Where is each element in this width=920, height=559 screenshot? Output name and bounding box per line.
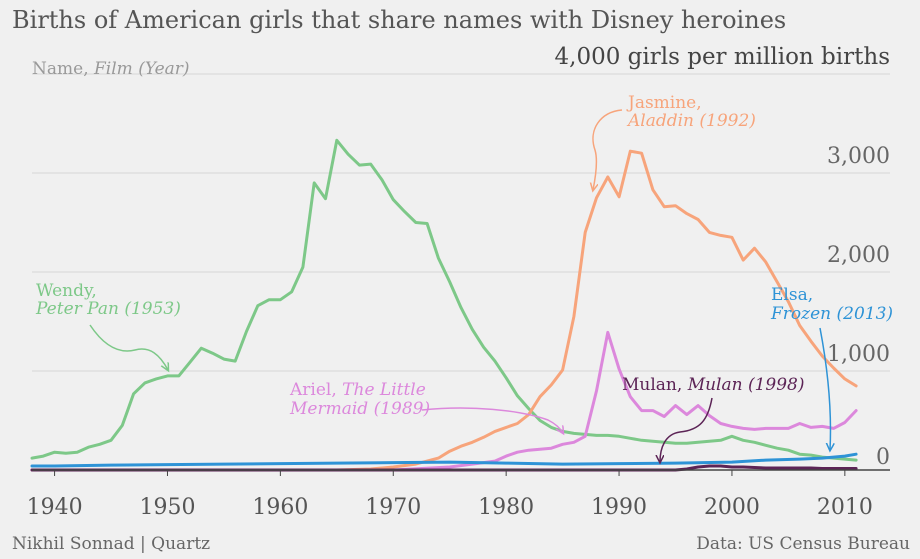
arrow-elsa <box>819 327 831 450</box>
series-line-elsa <box>30 452 858 468</box>
series-lines <box>30 138 858 472</box>
arrow-ariel <box>421 407 563 433</box>
x-tick-labels: 1940 1950 1960 1970 1980 1990 2000 2010 <box>27 470 873 520</box>
x-tick-label: 1990 <box>591 495 647 520</box>
label-jasmine-film: Aladdin (1992) <box>626 111 756 131</box>
series-line-ariel <box>30 330 858 472</box>
series-line-jasmine <box>30 149 858 472</box>
annotation-mulan: Mulan, Mulan (1998) <box>622 375 805 462</box>
credit-author: Nikhil Sonnad | Quartz <box>12 534 211 554</box>
x-tick-label: 1950 <box>139 495 195 520</box>
label-elsa-film: Frozen (2013) <box>770 304 893 324</box>
label-ariel-film: Mermaid (1989) <box>289 399 430 419</box>
label-jasmine-name: Jasmine, <box>626 93 702 113</box>
label-elsa-name: Elsa, <box>771 285 813 305</box>
gridlines <box>32 73 890 372</box>
y-tick-label: 0 <box>876 445 890 470</box>
credit-source: Data: US Census Bureau <box>696 534 910 554</box>
y-tick-label: 2,000 <box>827 243 890 268</box>
y-tick-label: 3,000 <box>827 144 890 169</box>
annotation-wendy: Wendy, Peter Pan (1953) <box>35 281 181 370</box>
series-line-wendy <box>30 138 858 462</box>
arrow-wendy <box>89 324 168 370</box>
arrow-jasmine <box>593 109 623 190</box>
y-tick-label: 1,000 <box>827 342 890 367</box>
label-mulan: Mulan, Mulan (1998) <box>622 375 805 395</box>
legend-hint: Name, Film (Year) <box>32 59 190 79</box>
y-tick-labels: 0 1,000 2,000 3,000 4,000 girls per million … <box>555 44 890 470</box>
x-tick-label: 1970 <box>365 495 421 520</box>
x-tick-label: 2010 <box>817 495 873 520</box>
x-tick-label: 1980 <box>478 495 534 520</box>
label-wendy-film: Peter Pan (1953) <box>35 299 181 319</box>
y-tick-label: 4,000 girls per million births <box>555 44 890 70</box>
chart-title: Births of American girls that share name… <box>12 6 787 34</box>
x-tick-label: 2000 <box>704 495 760 520</box>
label-wendy-name: Wendy, <box>36 281 97 301</box>
series-line-mulan <box>30 464 858 472</box>
x-tick-label: 1960 <box>252 495 308 520</box>
label-ariel-name: Ariel, The Little <box>289 380 426 400</box>
annotation-ariel: Ariel, The Little Mermaid (1989) <box>289 380 563 433</box>
x-tick-label: 1940 <box>27 495 83 520</box>
annotation-jasmine: Jasmine, Aladdin (1992) <box>593 93 756 190</box>
annotation-elsa: Elsa, Frozen (2013) <box>770 285 893 450</box>
arrow-mulan <box>660 397 713 462</box>
